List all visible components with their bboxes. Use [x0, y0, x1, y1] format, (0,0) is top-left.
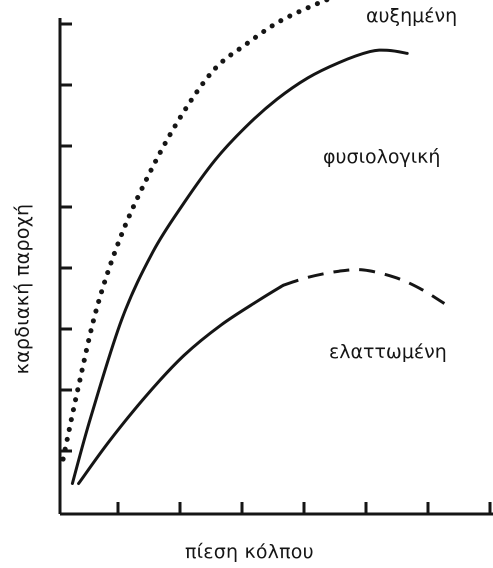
x-axis-ticks [116, 502, 492, 514]
series-increased-line [60, 0, 334, 462]
series-label-increased: αυξημένη [366, 5, 458, 27]
x-axis [60, 502, 493, 516]
series-normal-line [70, 48, 409, 485]
x-axis-label: πίεση κόλπου [185, 541, 314, 563]
y-axis [58, 18, 72, 514]
y-axis-ticks [60, 22, 72, 453]
y-axis-label: καρδιακή παροχή [11, 203, 34, 375]
series-decreased-line-solid [77, 283, 285, 485]
series-decreased-line-dashed [282, 268, 446, 305]
series-label-normal: φυσιολογική [323, 146, 441, 168]
plot-series [60, 0, 446, 485]
series-label-decreased: ελαττωμένη [329, 341, 447, 363]
